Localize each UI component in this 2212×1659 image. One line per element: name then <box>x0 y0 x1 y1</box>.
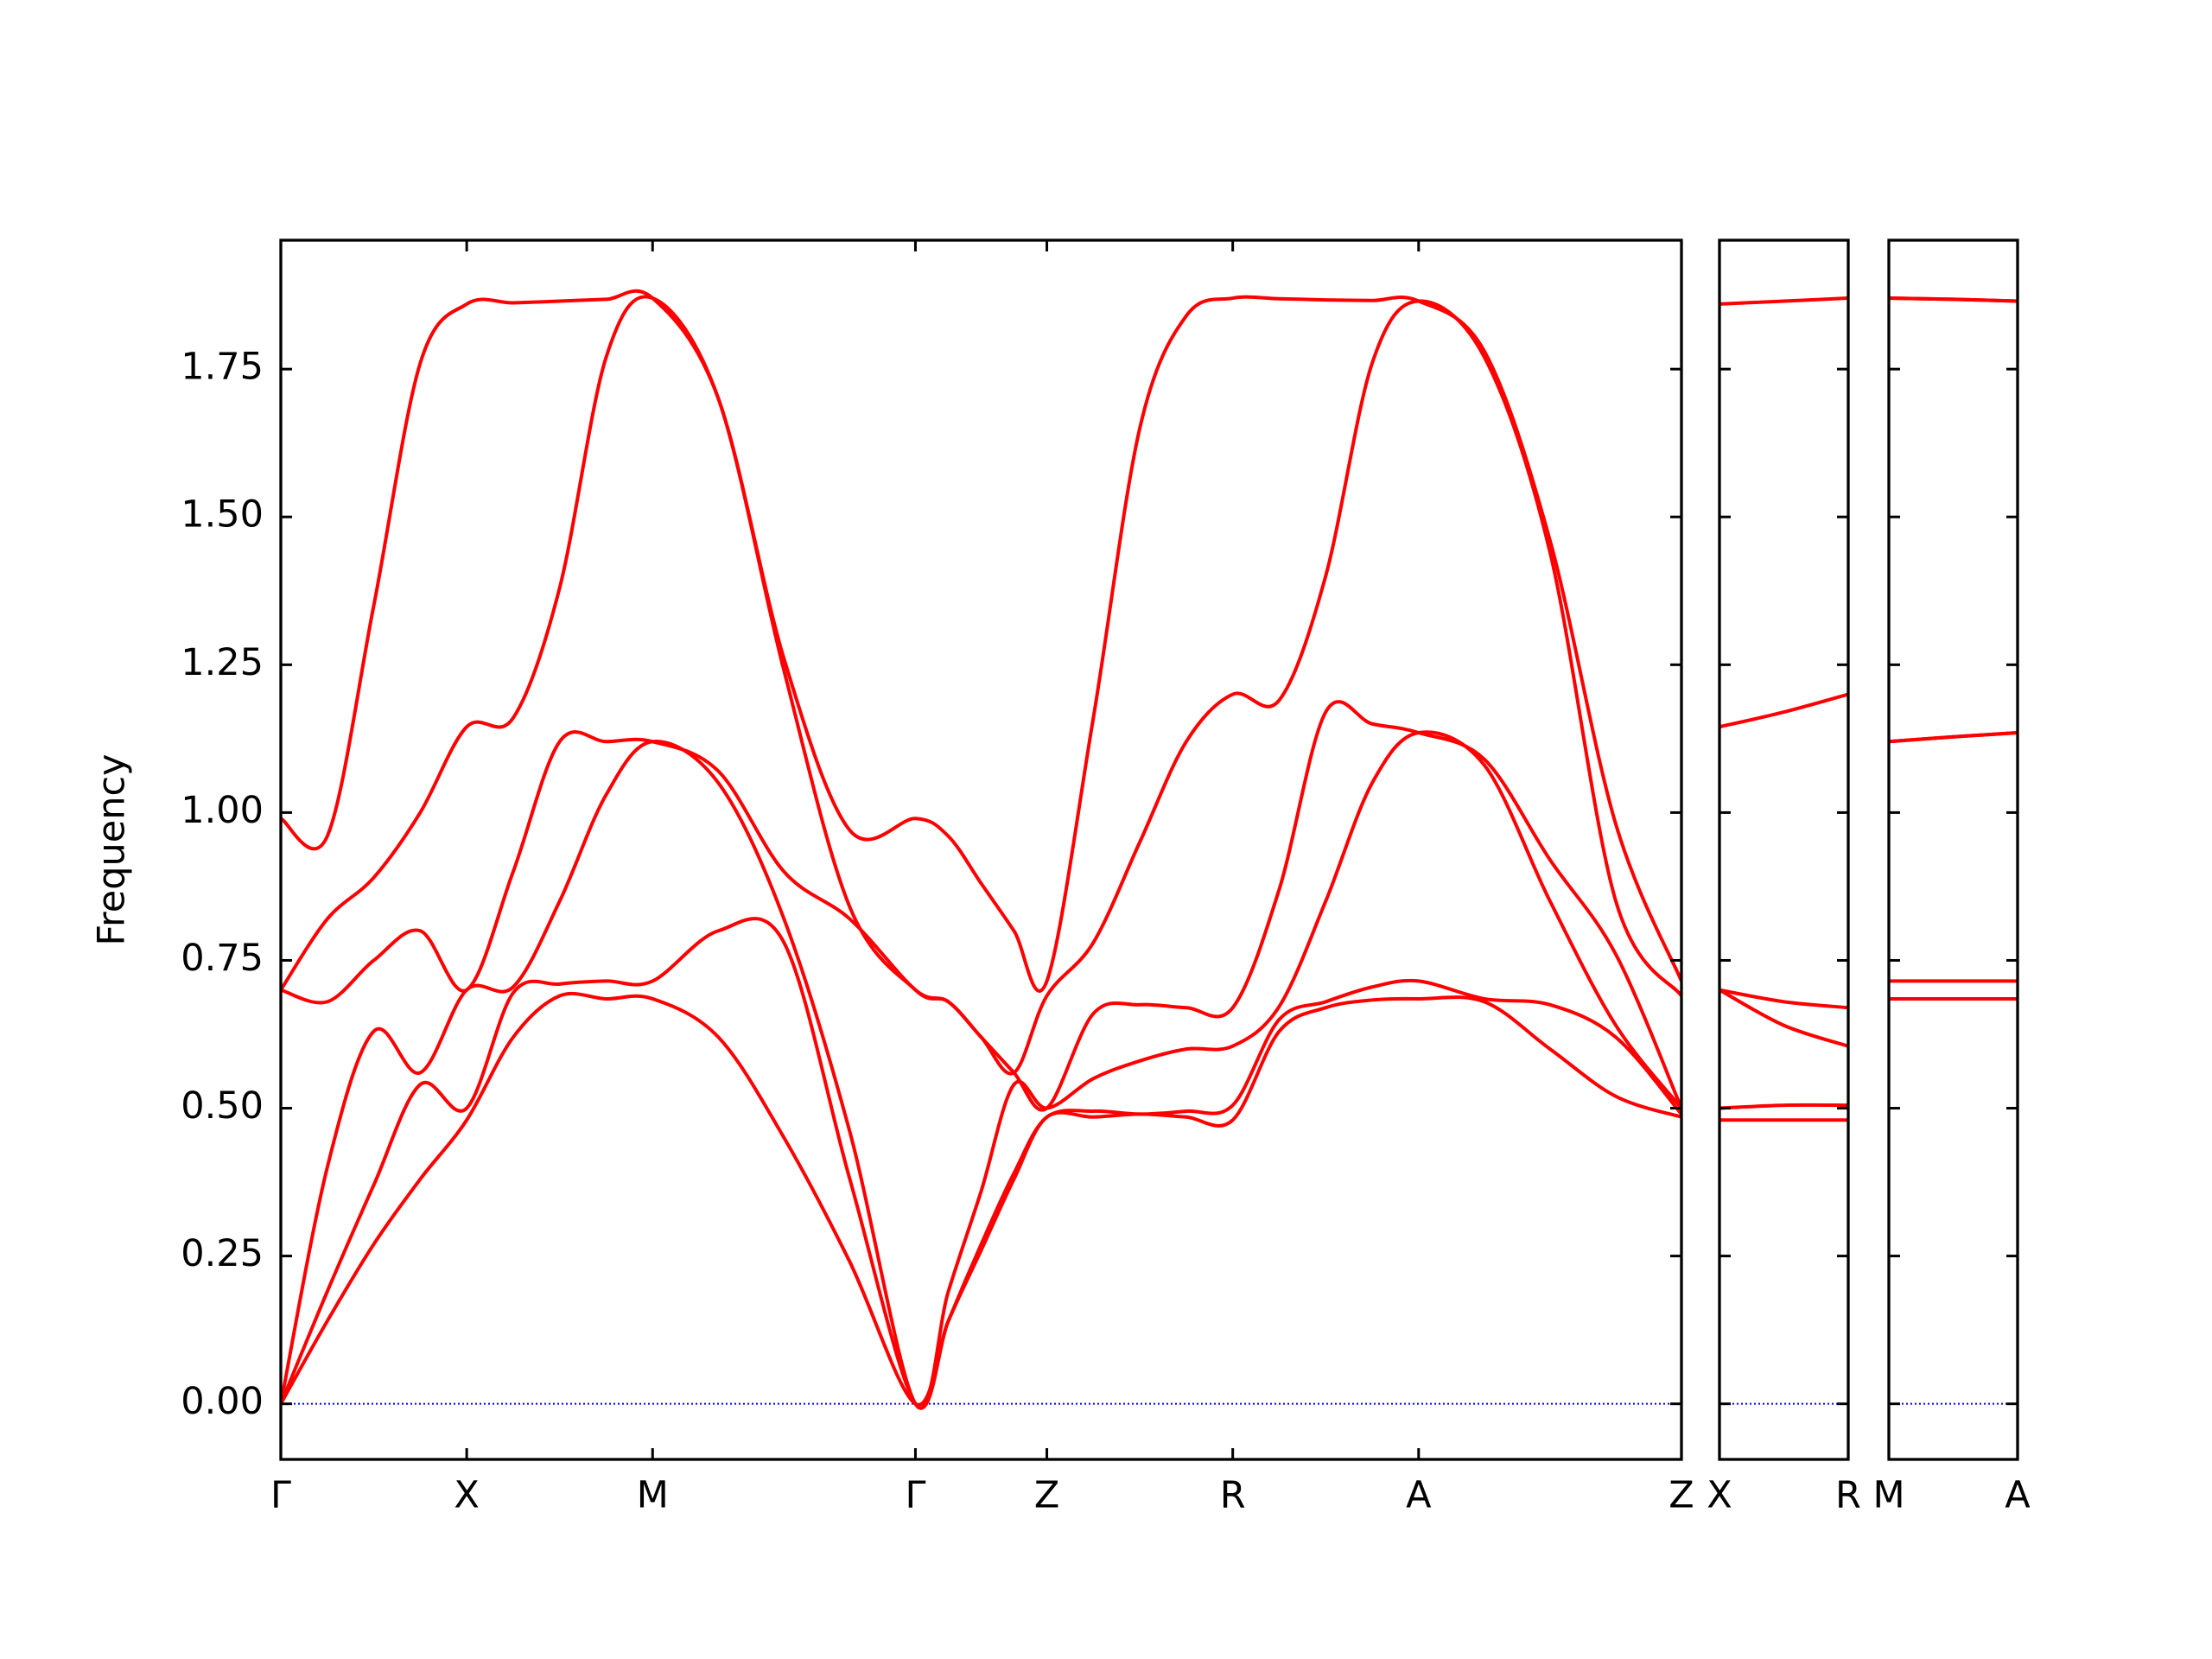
band-line <box>281 917 1681 1410</box>
y-tick-label: 0.50 <box>181 1084 264 1128</box>
axes-frame <box>1887 238 2019 1461</box>
band-line <box>1719 692 1848 729</box>
y-tick-label: 0.75 <box>181 937 264 980</box>
band-line <box>1719 1103 1848 1110</box>
x-tick-label: M <box>1872 1474 1904 1517</box>
y-tick-label: 0.00 <box>181 1380 264 1423</box>
y-axis-label: Frequency <box>91 753 134 945</box>
x-tick-label: Z <box>1034 1474 1059 1517</box>
x-tick-label: R <box>1220 1474 1246 1517</box>
band-line <box>1889 296 2018 303</box>
x-tick-label: X <box>1707 1474 1732 1517</box>
plot-area <box>281 289 1681 1410</box>
y-tick-label: 0.25 <box>181 1232 264 1275</box>
y-tick-label: 1.50 <box>181 493 264 537</box>
axes-frame <box>279 238 1683 1461</box>
plot-area <box>1719 296 1848 1122</box>
y-tick-label: 1.00 <box>181 789 264 832</box>
x-tick-label: M <box>637 1474 669 1517</box>
band-line <box>1719 296 1848 306</box>
band-line <box>1889 731 2018 744</box>
x-tick-label: Γ <box>270 1474 291 1517</box>
x-tick-label: Z <box>1669 1474 1694 1517</box>
band-line <box>1719 988 1848 1010</box>
x-tick-label: X <box>454 1474 479 1517</box>
axes-frame <box>1718 238 1850 1461</box>
band-line <box>281 730 1681 1410</box>
x-tick-label: A <box>1406 1474 1432 1517</box>
y-tick-label: 1.75 <box>181 346 264 389</box>
x-tick-label: R <box>1835 1474 1861 1517</box>
band-line <box>281 295 1681 1076</box>
band-line <box>281 700 1681 1112</box>
x-tick-label: A <box>2005 1474 2031 1517</box>
x-tick-label: Γ <box>905 1474 925 1517</box>
plot-area <box>1889 296 2018 1001</box>
band-line <box>1719 988 1848 1048</box>
y-tick-label: 1.25 <box>181 641 264 684</box>
band-line <box>281 289 1681 993</box>
